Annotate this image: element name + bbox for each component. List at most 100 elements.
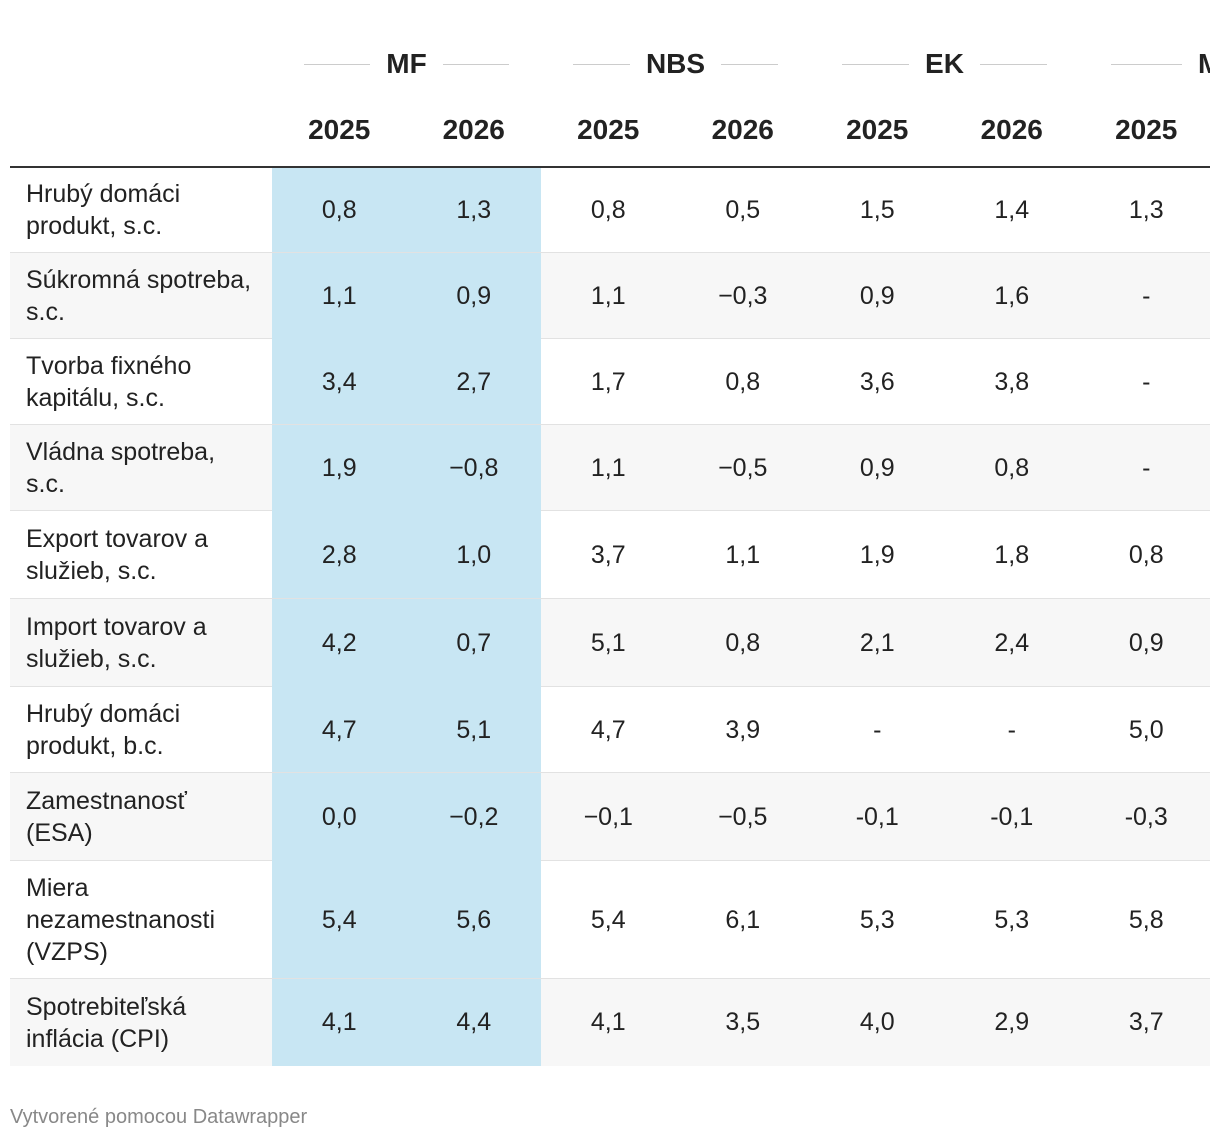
cell: 3,6 bbox=[859, 367, 895, 396]
cell: 0,0 bbox=[321, 802, 357, 831]
cell: 3,4 bbox=[321, 367, 357, 396]
cell: 5,1 bbox=[590, 628, 626, 657]
cell: 2,9 bbox=[994, 1008, 1030, 1036]
cell: 1,1 bbox=[590, 453, 626, 482]
cell: 4,4 bbox=[456, 1008, 492, 1036]
table-row bbox=[10, 253, 1210, 339]
cell: 6,1 bbox=[725, 905, 761, 934]
footer: Vytvorené pomocou Datawrapper bbox=[10, 1106, 308, 1128]
table-row bbox=[10, 773, 1210, 861]
rule bbox=[721, 63, 778, 65]
table-row bbox=[10, 979, 1210, 1066]
table-row bbox=[10, 687, 1210, 773]
table-row bbox=[10, 599, 1210, 687]
table-row bbox=[10, 511, 1210, 599]
cell: 0,8 bbox=[321, 195, 357, 224]
cell: −0,3 bbox=[718, 281, 768, 310]
cell: 5,1 bbox=[456, 715, 492, 744]
group-label: NBS bbox=[645, 48, 706, 79]
cell: 0,9 bbox=[1128, 628, 1164, 657]
year-header: 2025 bbox=[577, 114, 640, 145]
row-label: Hrubý domáci produkt, b.c. bbox=[26, 700, 181, 760]
cell: −0,2 bbox=[449, 802, 499, 831]
rule bbox=[1111, 63, 1182, 65]
cell: 0,5 bbox=[725, 195, 761, 224]
row-label: Tvorba fixného kapitálu, s.c. bbox=[26, 352, 192, 412]
group-header: NBS bbox=[573, 44, 778, 84]
year-header: 2026 bbox=[711, 114, 774, 145]
cell: 1,1 bbox=[725, 540, 761, 569]
table-row bbox=[10, 339, 1210, 425]
cell: 3,9 bbox=[725, 715, 761, 744]
cell: - bbox=[873, 715, 882, 744]
cell: 1,4 bbox=[994, 195, 1030, 224]
cell: −0,8 bbox=[449, 453, 499, 482]
cell: -0,1 bbox=[990, 802, 1034, 831]
group-label: MI bbox=[1197, 48, 1210, 79]
cell: 4,7 bbox=[590, 715, 626, 744]
cell: 2,1 bbox=[859, 628, 895, 657]
cell: -0,1 bbox=[855, 802, 899, 831]
cell: 1,0 bbox=[456, 540, 492, 569]
cell: 0,7 bbox=[456, 628, 492, 657]
cell: 0,8 bbox=[590, 195, 626, 224]
cell: 5,0 bbox=[1128, 715, 1164, 744]
cell: 0,8 bbox=[725, 628, 761, 657]
group-label: MF bbox=[386, 48, 427, 79]
cell: 1,8 bbox=[994, 540, 1030, 569]
cell: 5,4 bbox=[590, 905, 626, 934]
row-label: Spotrebiteľská inflácia (CPI) bbox=[26, 992, 187, 1053]
cell: 0,9 bbox=[456, 281, 492, 310]
cell: 3,7 bbox=[1128, 1008, 1164, 1036]
row-label: Export tovarov a služieb, s.c. bbox=[26, 525, 209, 585]
rule bbox=[979, 63, 1047, 65]
cell: 0,8 bbox=[1128, 540, 1164, 569]
cell: 3,8 bbox=[994, 367, 1030, 396]
cell: 4,2 bbox=[321, 628, 357, 657]
cell: 1,3 bbox=[456, 195, 492, 224]
cell: 0,9 bbox=[859, 281, 895, 310]
cell: −0,1 bbox=[583, 802, 633, 831]
cell: 5,8 bbox=[1128, 905, 1164, 934]
header-rule bbox=[10, 166, 1210, 168]
year-header: 2026 bbox=[442, 114, 505, 145]
cell: -0,3 bbox=[1124, 802, 1168, 831]
cell: 3,7 bbox=[590, 540, 626, 569]
year-header: 2026 bbox=[980, 114, 1043, 145]
cell: −0,5 bbox=[718, 802, 768, 831]
table-row bbox=[10, 425, 1210, 511]
cell: 1,9 bbox=[321, 453, 357, 482]
table-row bbox=[10, 167, 1210, 253]
cell: 2,7 bbox=[456, 367, 492, 396]
row-label: Vládna spotreba, s.c. bbox=[26, 438, 216, 498]
cell: 2,4 bbox=[994, 628, 1030, 657]
year-header: 2025 bbox=[308, 114, 371, 145]
cell: 3,5 bbox=[725, 1008, 761, 1036]
cell: 1,1 bbox=[590, 281, 626, 310]
highlight-column bbox=[272, 167, 541, 1066]
row-label: Súkromná spotreba, s.c. bbox=[26, 266, 252, 326]
cell: 1,1 bbox=[321, 281, 357, 310]
cell: - bbox=[1007, 715, 1016, 744]
row-label: Import tovarov a služieb, s.c. bbox=[26, 613, 207, 673]
cell: 1,3 bbox=[1128, 195, 1164, 224]
cell: 5,4 bbox=[321, 905, 357, 934]
row-label: Miera nezamestnanosti (VZPS) bbox=[26, 874, 216, 966]
cell: 4,7 bbox=[321, 715, 357, 744]
rule bbox=[842, 63, 910, 65]
cell: - bbox=[1142, 453, 1151, 482]
cell: 1,7 bbox=[590, 367, 626, 396]
group-header: EK bbox=[842, 44, 1047, 84]
year-header: 2025 bbox=[1115, 114, 1178, 145]
rule bbox=[442, 63, 509, 65]
group-label: EK bbox=[925, 48, 964, 79]
cell: 0,8 bbox=[994, 453, 1030, 482]
cell: 0,9 bbox=[859, 453, 895, 482]
cell: 4,0 bbox=[859, 1008, 895, 1036]
cell: 0,8 bbox=[725, 367, 761, 396]
cell: 1,6 bbox=[994, 281, 1030, 310]
table-row bbox=[10, 861, 1210, 979]
group-header: MF bbox=[304, 44, 509, 84]
cell: 5,6 bbox=[456, 905, 492, 934]
